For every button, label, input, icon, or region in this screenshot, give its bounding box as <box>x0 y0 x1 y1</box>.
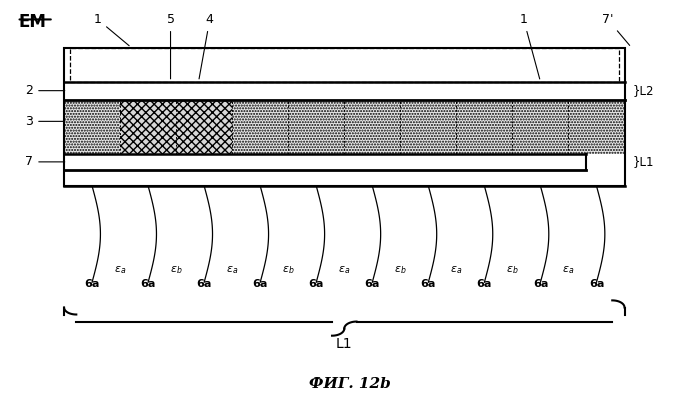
Text: 6a: 6a <box>308 279 324 289</box>
Text: 6a: 6a <box>85 279 100 289</box>
Bar <box>64 100 624 154</box>
Text: 1: 1 <box>519 13 540 79</box>
Bar <box>568 100 624 154</box>
Text: 6a: 6a <box>196 279 212 289</box>
Text: $\varepsilon_b$: $\varepsilon_b$ <box>170 264 182 276</box>
Text: 1: 1 <box>94 13 129 46</box>
Bar <box>345 100 401 154</box>
Text: 6a: 6a <box>365 279 380 289</box>
Text: 6a: 6a <box>421 279 436 289</box>
Text: $\varepsilon_a$: $\varepsilon_a$ <box>450 264 463 276</box>
Bar <box>176 100 232 154</box>
Bar <box>120 100 176 154</box>
Text: }L2: }L2 <box>633 84 654 97</box>
Bar <box>232 100 288 154</box>
Bar <box>176 100 232 154</box>
Bar <box>64 100 120 154</box>
Text: EM: EM <box>19 13 47 32</box>
Text: $\varepsilon_b$: $\varepsilon_b$ <box>282 264 294 276</box>
Text: ФИГ. 12b: ФИГ. 12b <box>309 377 390 391</box>
Text: 2: 2 <box>25 84 65 97</box>
Bar <box>64 154 586 170</box>
Bar <box>288 100 345 154</box>
Text: 7': 7' <box>602 13 630 45</box>
Text: $\varepsilon_a$: $\varepsilon_a$ <box>226 264 238 276</box>
Text: 6a: 6a <box>477 279 492 289</box>
Bar <box>456 100 512 154</box>
Text: }L1: }L1 <box>633 156 654 168</box>
Text: 4: 4 <box>199 13 214 79</box>
Text: $\varepsilon_a$: $\varepsilon_a$ <box>562 264 575 276</box>
Bar <box>512 100 568 154</box>
Bar <box>64 82 624 100</box>
Text: 6a: 6a <box>533 279 548 289</box>
Text: 7: 7 <box>25 156 65 168</box>
Text: 3: 3 <box>25 115 65 128</box>
Text: $\varepsilon_a$: $\varepsilon_a$ <box>114 264 127 276</box>
Text: $\varepsilon_b$: $\varepsilon_b$ <box>506 264 519 276</box>
Bar <box>64 48 624 186</box>
Text: L1: L1 <box>336 337 352 351</box>
Text: 6a: 6a <box>140 279 156 289</box>
Text: 6a: 6a <box>589 279 604 289</box>
Text: 6a: 6a <box>252 279 268 289</box>
Text: $\varepsilon_a$: $\varepsilon_a$ <box>338 264 350 276</box>
Bar <box>401 100 456 154</box>
Bar <box>120 100 176 154</box>
Text: $\varepsilon_b$: $\varepsilon_b$ <box>394 264 407 276</box>
Bar <box>70 48 619 82</box>
Text: 5: 5 <box>166 13 175 79</box>
